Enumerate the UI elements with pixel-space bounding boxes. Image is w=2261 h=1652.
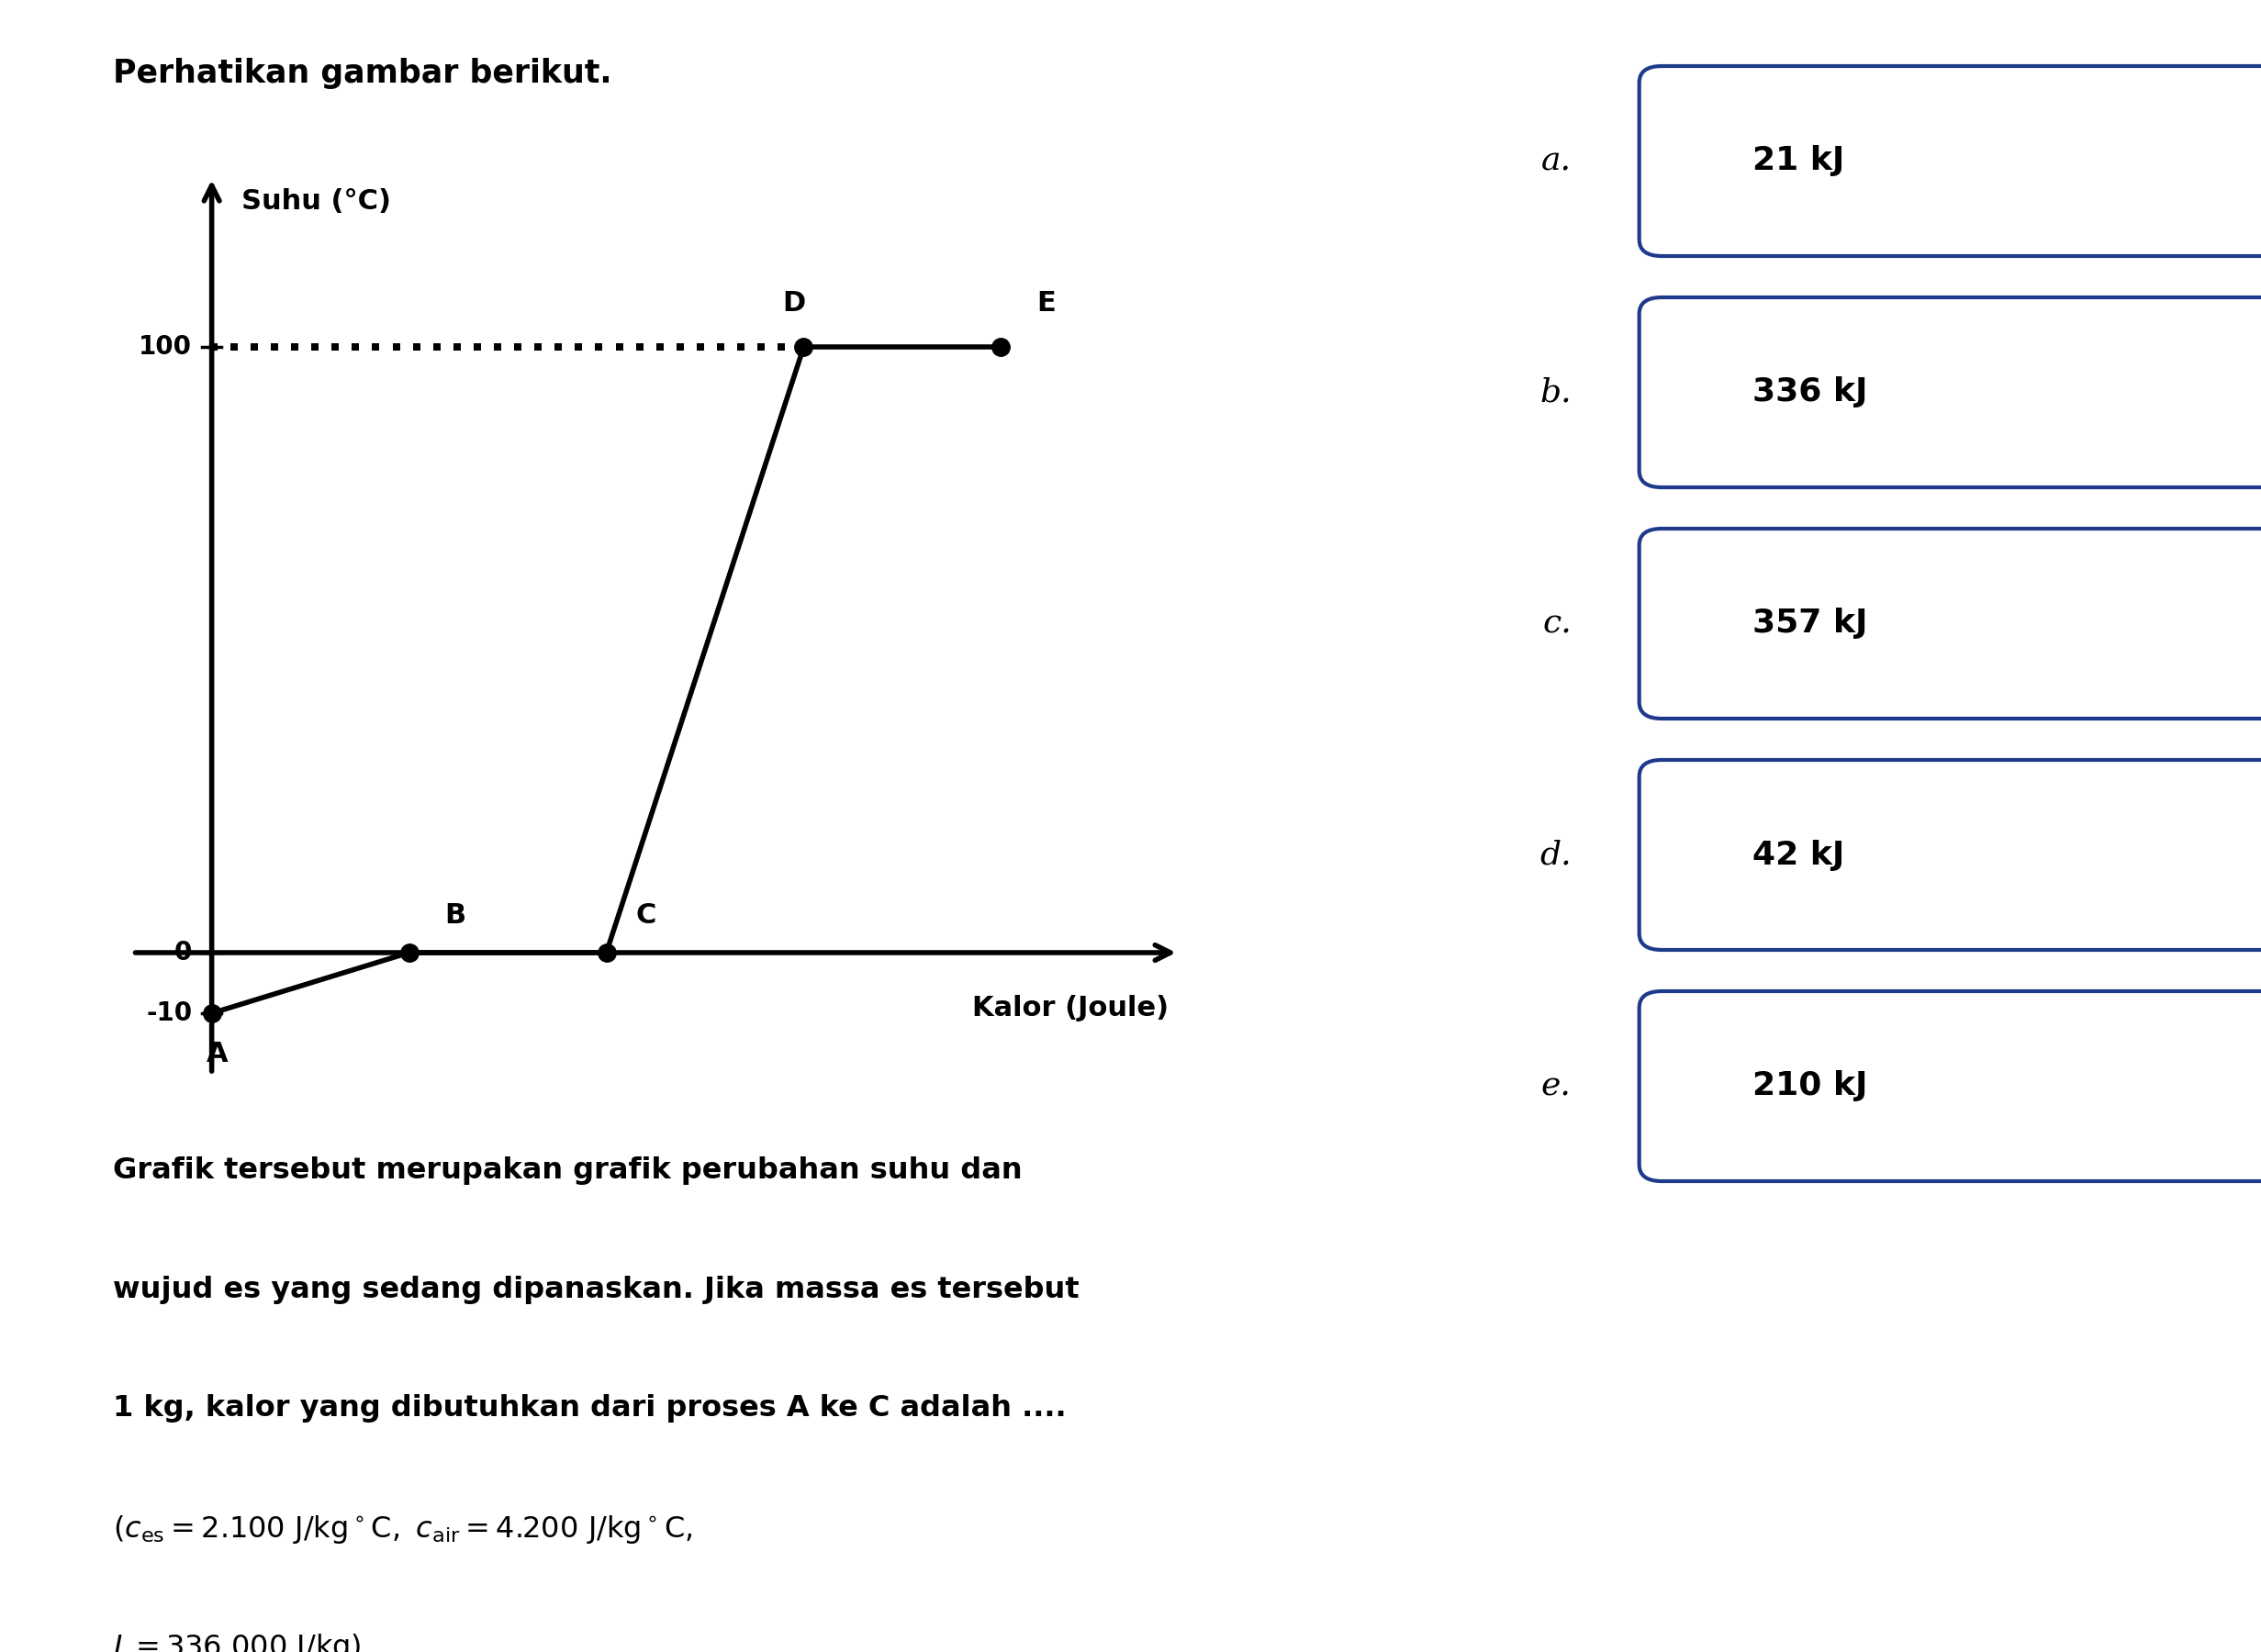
- Text: Suhu (°C): Suhu (°C): [242, 188, 391, 215]
- Text: d.: d.: [1540, 839, 1571, 871]
- Text: -10: -10: [147, 1001, 192, 1026]
- Text: a.: a.: [1542, 145, 1571, 177]
- Text: 210 kJ: 210 kJ: [1752, 1070, 1868, 1102]
- Text: Kalor (Joule): Kalor (Joule): [972, 995, 1169, 1021]
- Text: B: B: [445, 902, 466, 928]
- Text: 336 kJ: 336 kJ: [1752, 377, 1868, 408]
- Text: Grafik tersebut merupakan grafik perubahan suhu dan: Grafik tersebut merupakan grafik perubah…: [113, 1156, 1022, 1184]
- Text: e.: e.: [1542, 1070, 1571, 1102]
- Text: E: E: [1036, 291, 1056, 317]
- Text: $(c_\mathrm{es} = 2.100\ \mathrm{J/kg{^\circ}C},\ c_\mathrm{air} = 4.200\ \mathr: $(c_\mathrm{es} = 2.100\ \mathrm{J/kg{^\…: [113, 1513, 692, 1545]
- Text: 42 kJ: 42 kJ: [1752, 839, 1845, 871]
- Text: A: A: [206, 1041, 228, 1067]
- Text: D: D: [782, 291, 805, 317]
- Text: 21 kJ: 21 kJ: [1752, 145, 1845, 177]
- Text: 1 kg, kalor yang dibutuhkan dari proses A ke C adalah ....: 1 kg, kalor yang dibutuhkan dari proses …: [113, 1394, 1067, 1422]
- Text: b.: b.: [1540, 377, 1571, 408]
- Text: $L = 336.000\ \mathrm{J/kg})$: $L = 336.000\ \mathrm{J/kg})$: [113, 1632, 362, 1652]
- Text: Perhatikan gambar berikut.: Perhatikan gambar berikut.: [113, 58, 613, 89]
- Text: 100: 100: [138, 334, 192, 360]
- Text: 0: 0: [174, 940, 192, 965]
- Text: c.: c.: [1542, 608, 1571, 639]
- Text: wujud es yang sedang dipanaskan. Jika massa es tersebut: wujud es yang sedang dipanaskan. Jika ma…: [113, 1275, 1078, 1303]
- Text: 357 kJ: 357 kJ: [1752, 608, 1868, 639]
- Text: C: C: [635, 902, 656, 928]
